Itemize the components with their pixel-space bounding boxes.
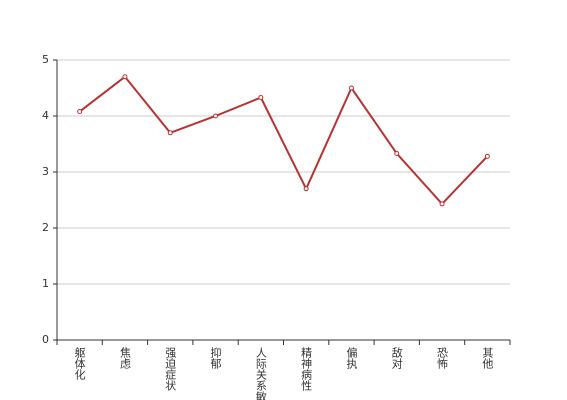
y-tick-label: 5 — [42, 53, 49, 66]
x-tick-label: 强迫症状 — [164, 347, 177, 391]
point — [303, 186, 309, 192]
point — [77, 109, 83, 115]
x-tick-label: 人际关系敏感 — [254, 347, 267, 400]
line — [79, 75, 489, 206]
point — [439, 201, 445, 207]
x-tick-label: 焦虑 — [118, 347, 131, 369]
point — [258, 95, 264, 101]
y-tick-label: 1 — [42, 277, 49, 290]
point — [348, 85, 354, 91]
y-tick-label: 4 — [42, 109, 49, 122]
point — [394, 151, 400, 157]
point — [167, 130, 173, 136]
x-tick-label: 偏执 — [345, 346, 358, 370]
y-tick-label: 3 — [42, 165, 49, 178]
point — [122, 74, 128, 80]
x-tick-label: 其他 — [481, 347, 494, 369]
x-tick-label: 恐怖 — [436, 347, 449, 369]
point — [213, 113, 219, 119]
x-tick-label: 躯体化 — [73, 347, 86, 381]
x-tick-label: 抑郁 — [209, 346, 222, 369]
y-tick-label: 0 — [42, 333, 49, 346]
y-tick-label: 2 — [42, 221, 49, 234]
point — [484, 153, 490, 159]
x-tick-label: 精神病性 — [300, 347, 313, 392]
x-tick-label: 敌对 — [390, 346, 403, 369]
